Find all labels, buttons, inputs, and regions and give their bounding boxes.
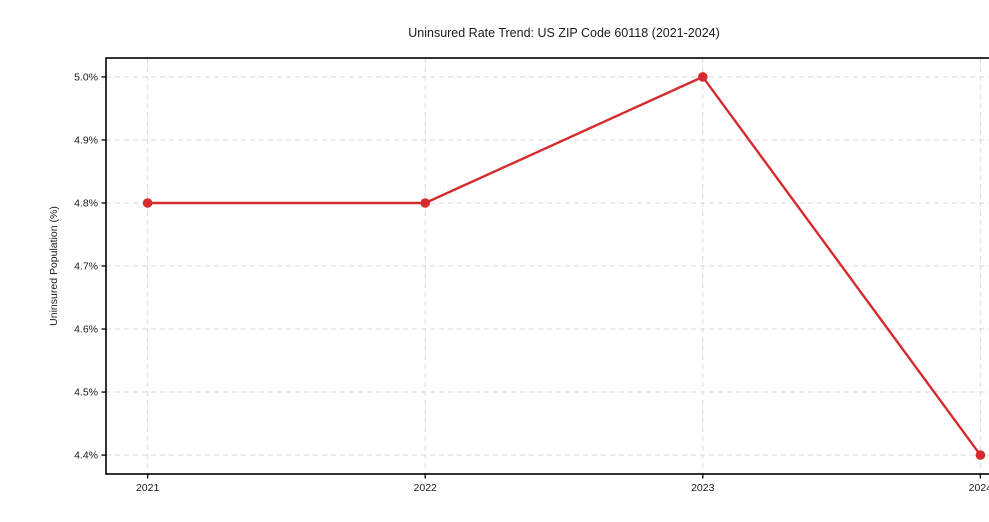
gridlines: [106, 58, 989, 474]
y-tick-label: 4.7%: [74, 261, 98, 273]
line-chart: Uninsured Rate Trend: US ZIP Code 60118 …: [48, 26, 989, 494]
y-tick-label: 4.9%: [74, 135, 98, 147]
x-tick-label: 2024: [969, 482, 989, 494]
y-tick-label: 4.5%: [74, 387, 98, 399]
data-point-2021: [142, 198, 153, 208]
x-tick-label: 2023: [691, 482, 715, 494]
x-tick-label: 2021: [136, 482, 160, 494]
y-tick-label: 4.4%: [74, 450, 98, 462]
y-axis-label: Uninsured Population (%): [48, 206, 60, 326]
chart-title: Uninsured Rate Trend: US ZIP Code 60118 …: [408, 26, 720, 40]
trend-line-series: [142, 72, 986, 460]
y-tick-label: 5.0%: [74, 72, 98, 84]
axis-ticks: [101, 76, 982, 479]
y-tick-labels: 4.4% 4.5% 4.6% 4.7% 4.8% 4.9% 5.0%: [74, 72, 98, 462]
data-point-2024: [975, 450, 986, 460]
plot-border: [105, 57, 989, 475]
x-tick-label: 2022: [414, 482, 438, 494]
uninsured-rate-chart-figure: Uninsured Rate Trend: US ZIP Code 60118 …: [40, 16, 989, 506]
data-point-2022: [420, 198, 431, 208]
data-point-2023: [698, 72, 708, 82]
trend-line: [146, 75, 982, 457]
y-tick-label: 4.8%: [74, 198, 98, 210]
x-tick-labels: 2021 2022 2023 2024: [136, 482, 989, 494]
y-tick-label: 4.6%: [74, 324, 98, 336]
